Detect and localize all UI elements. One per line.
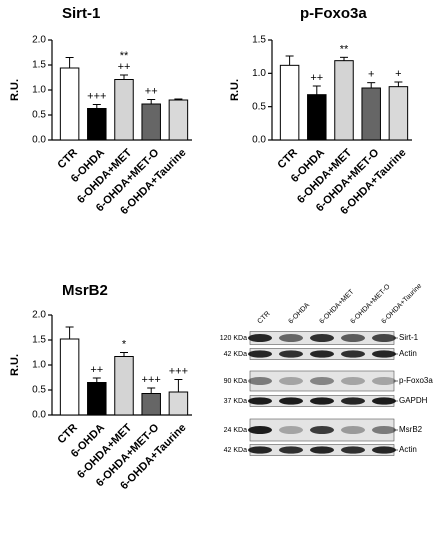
y-tick-label: 0.5 — [32, 385, 46, 396]
blot-band — [372, 426, 396, 434]
significance-mark: +++ — [169, 366, 188, 378]
blot-band — [341, 334, 365, 342]
bar — [87, 108, 107, 141]
blot-band — [310, 350, 334, 358]
significance-mark: +++ — [87, 91, 106, 103]
blot-band — [248, 377, 272, 385]
protein-label: p-Foxo3a — [399, 376, 433, 385]
blot-band — [248, 350, 272, 358]
blot-band — [310, 334, 334, 342]
blot-band — [341, 446, 365, 454]
bar — [141, 103, 161, 141]
bar — [87, 382, 107, 416]
blot-band — [341, 397, 365, 405]
bar — [59, 338, 80, 416]
bar — [168, 99, 189, 141]
protein-label: MsrB2 — [399, 425, 423, 434]
y-tick-label: 1.5 — [252, 35, 266, 46]
significance-mark: ** — [340, 43, 349, 55]
y-tick-label: 0.5 — [32, 110, 46, 121]
size-label: 42 KDa — [224, 447, 247, 454]
size-label: 90 KDa — [224, 378, 247, 385]
blot-band — [310, 397, 334, 405]
protein-label: Actin — [399, 445, 417, 454]
blot-band — [372, 397, 396, 405]
size-label: 24 KDa — [224, 427, 247, 434]
protein-label: Actin — [399, 349, 417, 358]
y-tick-label: 0.5 — [252, 101, 266, 112]
size-label: 120 KDa — [220, 335, 247, 342]
bar — [168, 391, 189, 416]
significance-mark: + — [395, 68, 401, 80]
bar — [279, 64, 300, 141]
y-axis-label: R.U. — [229, 79, 241, 101]
significance-mark: ++ — [310, 72, 323, 84]
chart-title: MsrB2 — [62, 282, 108, 299]
bar — [388, 86, 409, 141]
y-tick-label: 2.0 — [32, 310, 46, 321]
blot-band — [279, 426, 303, 434]
bar — [114, 356, 134, 416]
blot-band — [372, 334, 396, 342]
y-tick-label: 1.5 — [32, 60, 46, 71]
blot-band — [372, 446, 396, 454]
y-tick-label: 1.5 — [32, 335, 46, 346]
blot-band — [279, 350, 303, 358]
y-tick-label: 2.0 — [32, 35, 46, 46]
blot-band — [310, 377, 334, 385]
blot-band — [279, 397, 303, 405]
lane-label: 6-OHDA — [287, 302, 311, 326]
x-tick-label: CTR — [55, 147, 80, 172]
significance-mark: +++ — [142, 374, 161, 386]
blot-band — [279, 334, 303, 342]
chart-title: p-Foxo3a — [300, 5, 367, 22]
y-tick-label: 0.0 — [252, 135, 266, 146]
bar — [59, 67, 80, 141]
blot-band — [310, 426, 334, 434]
y-tick-label: 1.0 — [32, 85, 46, 96]
blot-band — [341, 377, 365, 385]
y-axis-label: R.U. — [9, 354, 21, 376]
protein-label: Sirt-1 — [399, 333, 419, 342]
y-tick-label: 1.0 — [32, 360, 46, 371]
y-axis-label: R.U. — [9, 79, 21, 101]
significance-mark: + — [368, 69, 374, 81]
significance-mark: ++ — [118, 61, 131, 73]
blot-band — [248, 334, 272, 342]
blot-band — [248, 446, 272, 454]
bar — [361, 87, 381, 141]
blot-band — [279, 446, 303, 454]
y-tick-label: 0.0 — [32, 410, 46, 421]
size-label: 42 KDa — [224, 351, 247, 358]
lane-label: CTR — [256, 310, 271, 325]
x-tick-label: CTR — [275, 147, 300, 172]
blot-band — [341, 350, 365, 358]
significance-mark: * — [122, 339, 127, 351]
chart-title: Sirt-1 — [62, 5, 100, 22]
blot-band — [341, 426, 365, 434]
blot-band — [310, 446, 334, 454]
blot-band — [248, 426, 272, 434]
significance-mark: ++ — [145, 86, 158, 98]
y-tick-label: 1.0 — [252, 68, 266, 79]
size-label: 37 KDa — [224, 398, 247, 405]
bar — [141, 393, 161, 416]
significance-mark: ** — [120, 50, 129, 62]
x-tick-label: CTR — [55, 422, 80, 447]
blot-band — [248, 397, 272, 405]
bar — [114, 79, 134, 141]
significance-mark: ++ — [90, 364, 103, 376]
bar — [307, 94, 327, 141]
blot-band — [372, 350, 396, 358]
protein-label: GAPDH — [399, 396, 428, 405]
blot-band — [279, 377, 303, 385]
bar — [334, 60, 354, 141]
y-tick-label: 0.0 — [32, 135, 46, 146]
blot-band — [372, 377, 396, 385]
